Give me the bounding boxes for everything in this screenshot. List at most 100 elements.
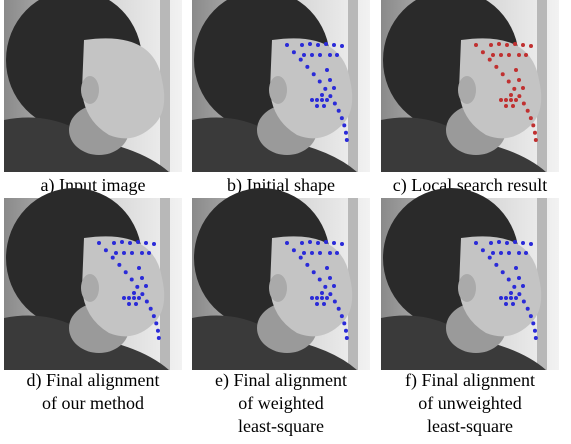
landmark [316,43,320,47]
landmark [144,241,148,245]
caption: f) Final alignment [405,370,535,391]
landmark [504,104,508,108]
landmark [514,266,518,270]
caption: least-square [238,416,324,436]
landmark [315,104,319,108]
landmark [136,240,140,244]
landmark [489,43,493,47]
landmark [340,44,344,48]
landmark [310,251,314,255]
landmark [312,270,316,274]
landmark [509,93,513,97]
landmark [315,98,319,102]
landmark [324,42,328,46]
landmark [333,101,337,105]
landmark [127,302,131,306]
landmark [156,329,160,333]
landmark [285,241,289,245]
landmark [517,276,521,280]
landmark [328,78,332,82]
landmark [337,109,341,113]
landmark [504,98,508,102]
landmark [323,87,327,91]
landmark [522,299,526,303]
landmark [517,292,521,296]
landmark [533,131,537,135]
landmark [505,241,509,245]
landmark [130,278,134,282]
landmark [310,53,314,57]
landmark [325,98,329,102]
landmark [489,241,493,245]
landmark [512,87,516,91]
landmark [509,98,513,102]
landmark [499,251,503,255]
landmark [497,42,501,46]
landmark [328,53,332,57]
landmark [328,94,332,98]
landmark [328,251,332,255]
landmark [513,42,517,46]
landmark [521,284,525,288]
landmark [533,329,537,333]
landmark [509,296,513,300]
landmark [149,307,153,311]
landmark [517,251,521,255]
ear [269,274,287,302]
landmark [328,292,332,296]
landmark [318,53,322,57]
landmark [488,256,492,260]
landmark [521,43,525,47]
landmark [345,336,349,340]
landmark [320,93,324,97]
landmark [524,251,528,255]
landmark [137,296,141,300]
landmark [140,251,144,255]
landmark [507,53,511,57]
landmark [320,296,324,300]
landmark [342,321,346,325]
landmark [315,296,319,300]
photo [192,0,370,172]
landmark [333,299,337,303]
landmark [305,263,309,267]
landmark [514,296,518,300]
photo [192,188,370,370]
landmark [104,248,108,252]
landmark [318,278,322,282]
landmark [135,285,139,289]
landmark [328,276,332,280]
landmark [97,241,101,245]
landmark [320,291,324,295]
landmark [499,296,503,300]
landmark [305,65,309,69]
landmark [345,138,349,142]
landmark [494,263,498,267]
landmark [521,86,525,90]
landmark [130,251,134,255]
landmark [292,50,296,54]
landmark [120,240,124,244]
ear [81,274,99,302]
landmark [494,65,498,69]
landmark [504,302,508,306]
landmark [140,276,144,280]
landmark [531,123,535,127]
landmark [325,296,329,300]
landmark [534,138,538,142]
landmark [134,302,138,306]
landmark [308,240,312,244]
ear [458,274,476,302]
landmark [491,251,495,255]
landmark [522,101,526,105]
landmark [529,44,533,48]
landmark [509,291,513,295]
landmark [299,58,303,62]
photo [4,188,182,370]
caption: of weighted [238,393,323,413]
landmark [320,98,324,102]
landmark [526,109,530,113]
landmark [526,307,530,311]
landmark [308,42,312,46]
landmark [292,248,296,252]
